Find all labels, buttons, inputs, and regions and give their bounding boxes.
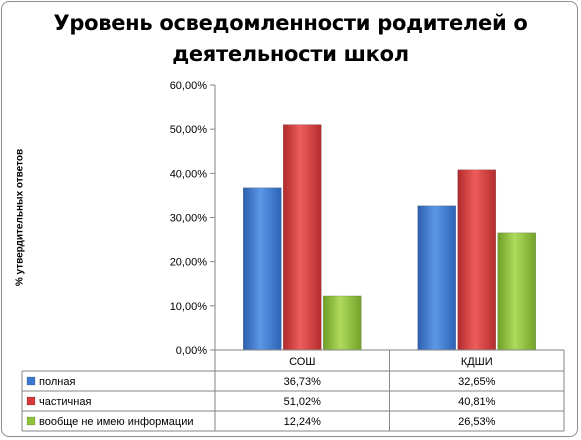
- legend-swatch: [26, 396, 36, 406]
- data-label: 40,81%: [458, 396, 496, 408]
- legend-swatch: [26, 416, 36, 426]
- y-tick-label: 10,00%: [170, 301, 208, 313]
- y-tick-label: 60,00%: [170, 80, 208, 92]
- y-tick-label: 20,00%: [170, 257, 208, 269]
- y-tick-label: 0,00%: [176, 345, 207, 357]
- y-tick-label: 40,00%: [170, 168, 208, 180]
- y-tick-label: 50,00%: [170, 124, 208, 136]
- data-label: 36,73%: [284, 376, 322, 388]
- data-label: 26,53%: [458, 416, 496, 428]
- chart-title-line-1: Уровень осведомленности родителей о: [53, 11, 528, 35]
- x-tick-label: СОШ: [289, 356, 315, 368]
- axes: 0,00% 10,00% 20,00% 30,00% 40,00% 50,00% 60,00…: [170, 80, 216, 357]
- bars: [242, 124, 537, 351]
- bar: [497, 232, 537, 351]
- data-label: 12,24%: [284, 416, 322, 428]
- bar: [282, 124, 322, 351]
- x-tick-label: КДШИ: [461, 356, 493, 368]
- legend-label: полная: [39, 376, 75, 388]
- bar: [322, 295, 362, 351]
- legend-label: частичная: [39, 396, 91, 408]
- data-label: 32,65%: [458, 376, 496, 388]
- bar: [417, 205, 457, 351]
- bar: [242, 187, 282, 351]
- chart-title: Уровень осведомленности родителей о деят…: [0, 8, 581, 70]
- legend-swatch: [26, 376, 36, 386]
- chart-title-line-2: деятельности школ: [172, 42, 409, 66]
- bar: [457, 169, 497, 351]
- data-label: 51,02%: [284, 396, 322, 408]
- data-table: СОШ КДШИ полная 36,73% 32,65% частичная 51,02%…: [21, 349, 565, 432]
- y-tick-label: 30,00%: [170, 213, 208, 225]
- legend-label: вообще не имею информации: [39, 416, 194, 428]
